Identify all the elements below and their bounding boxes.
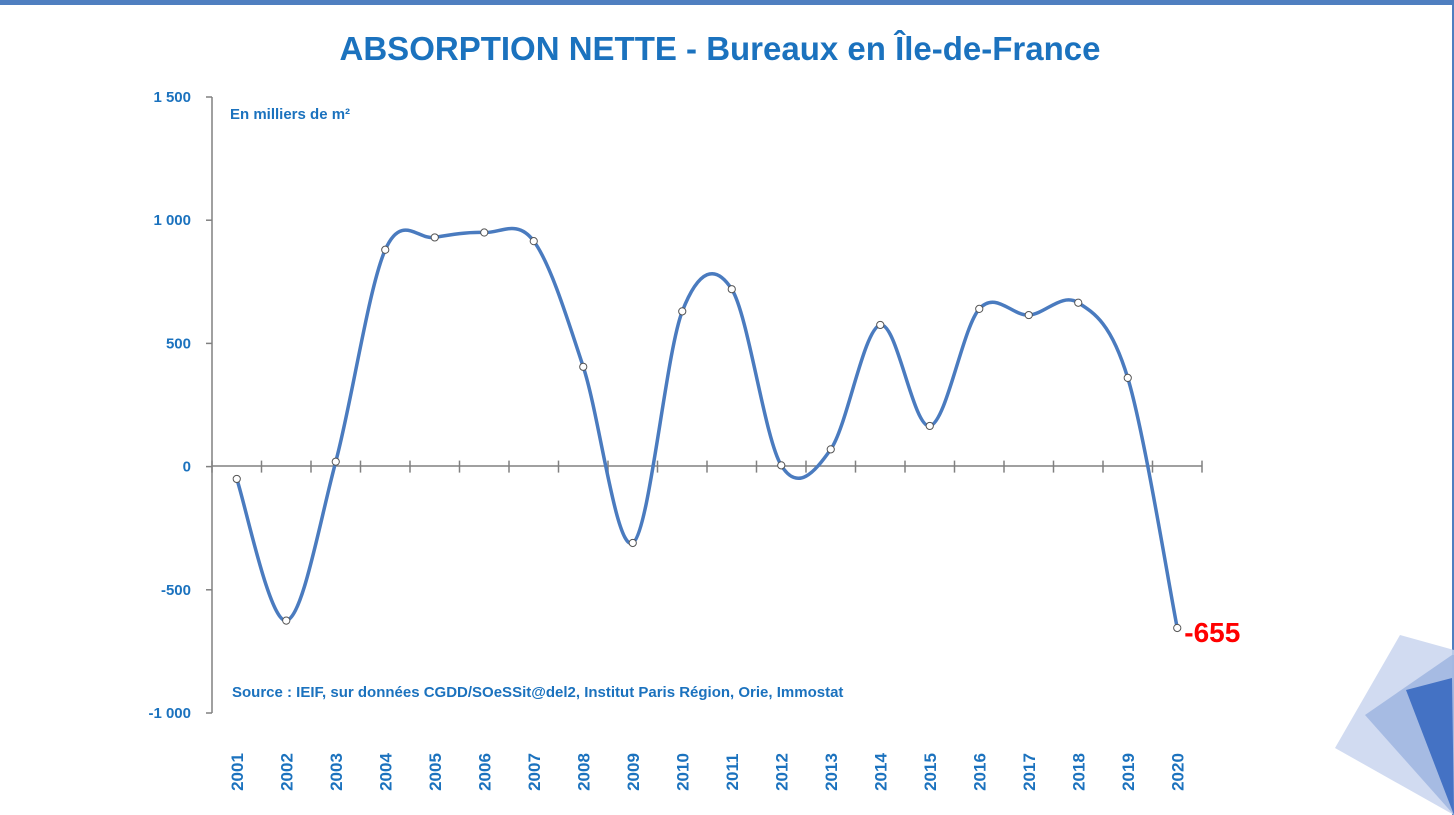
x-tick-label: 2002: [277, 753, 296, 791]
data-point-2006: [480, 228, 489, 237]
unit-note: En milliers de m²: [230, 106, 350, 123]
x-tick-label: 2009: [624, 753, 643, 791]
data-point-2004: [381, 245, 390, 254]
data-point-2008: [579, 362, 588, 371]
source-note: Source : IEIF, sur données CGDD/SOeSSit@…: [232, 684, 843, 701]
top-border: [0, 0, 1454, 5]
y-tick-label: 0: [183, 459, 191, 476]
x-tick-label: 2012: [772, 753, 791, 791]
x-tick-label: 2005: [426, 753, 445, 791]
data-point-2009: [628, 538, 637, 548]
x-axis-ticks: 2001 2002 2003 2004 2005 2006 2007 2008 2009 2010…: [211, 460, 1203, 791]
x-tick-label: 2008: [574, 753, 593, 791]
series-line: [235, 226, 1179, 630]
x-tick-label: 2018: [1069, 753, 1088, 791]
y-tick-label: -1 000: [148, 705, 191, 722]
y-tick-label: 500: [166, 335, 191, 352]
y-axis-ticks: 1 500 1 000 500 0 -500 -1 000: [148, 89, 212, 722]
data-point-2011: [727, 285, 736, 294]
x-tick-label: 2020: [1168, 753, 1187, 791]
x-tick-label: 2006: [475, 753, 494, 791]
x-tick-label: 2010: [673, 753, 692, 791]
data-point-2018: [1074, 298, 1083, 307]
data-point-2007: [529, 237, 538, 246]
x-tick-label: 2015: [921, 753, 940, 791]
data-point-2020: [1173, 623, 1182, 633]
data-point-2017: [1024, 310, 1033, 320]
data-point-2001: [232, 474, 241, 484]
data-point-2019: [1123, 373, 1132, 382]
data-point-2002: [282, 616, 291, 625]
data-point-2013: [826, 445, 835, 454]
data-point-2015: [925, 421, 934, 431]
x-tick-label: 2011: [723, 754, 742, 791]
data-point-2003: [331, 457, 340, 466]
x-tick-label: 2007: [525, 753, 544, 791]
corner-decoration: [1335, 635, 1454, 815]
x-tick-label: 2003: [327, 753, 346, 791]
x-tick-label: 2016: [970, 753, 989, 791]
x-tick-label: 2019: [1119, 753, 1138, 791]
data-point-2010: [678, 307, 687, 316]
y-tick-label: 1 500: [153, 89, 191, 106]
x-tick-label: 2014: [871, 753, 890, 791]
y-tick-label: 1 000: [153, 212, 191, 229]
y-tick-label: -500: [161, 582, 191, 599]
data-point-2014: [876, 320, 885, 330]
series-markers: [232, 228, 1182, 633]
x-tick-label: 2017: [1020, 753, 1039, 791]
x-tick-label: 2004: [376, 753, 395, 791]
chart-title: ABSORPTION NETTE - Bureaux en Île-de-Fra…: [339, 30, 1101, 67]
data-point-2016: [975, 304, 984, 314]
data-point-2005: [430, 233, 439, 242]
data-point-2012: [777, 461, 786, 470]
right-border: [1452, 0, 1454, 815]
x-tick-label: 2001: [228, 753, 247, 791]
x-tick-label: 2013: [822, 753, 841, 791]
last-point-label: -655: [1184, 617, 1240, 648]
